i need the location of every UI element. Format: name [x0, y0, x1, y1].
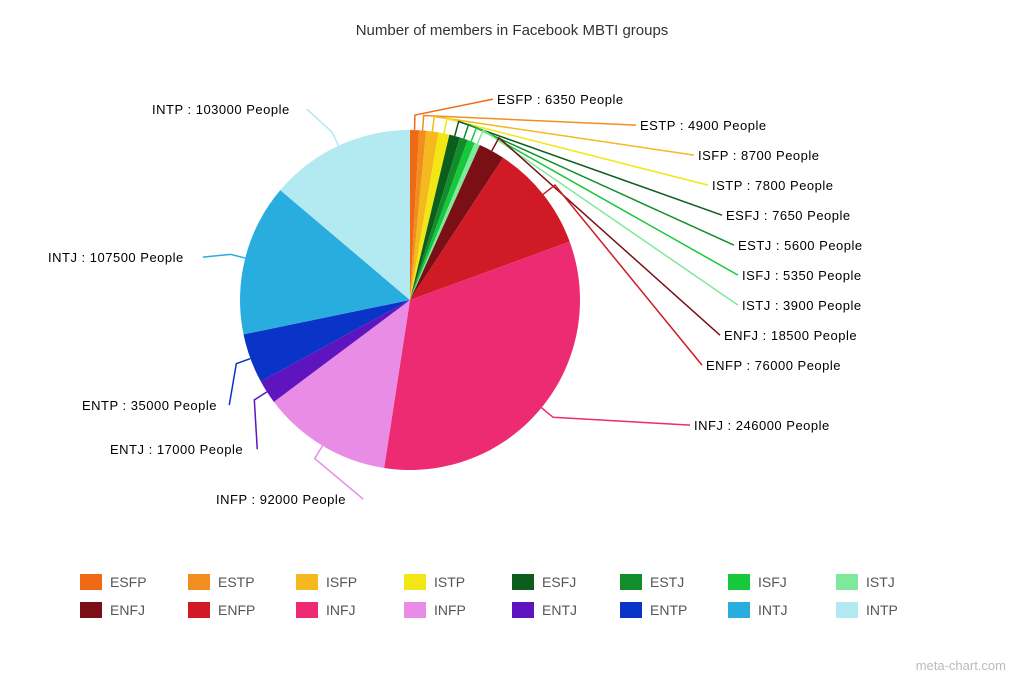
leader-esfp [415, 99, 493, 130]
legend-item-esfj: ESFJ [512, 574, 620, 590]
legend-swatch-infj [296, 602, 318, 618]
legend-swatch-intj [728, 602, 750, 618]
legend-label-intp: INTP [866, 602, 898, 618]
legend-item-entp: ENTP [620, 602, 728, 618]
leader-intp [307, 109, 339, 146]
legend-swatch-esfj [512, 574, 534, 590]
legend-label-esfj: ESFJ [542, 574, 576, 590]
slice-label-entp: ENTP : 35000 People [82, 398, 217, 413]
slice-label-isfj: ISFJ : 5350 People [742, 268, 862, 283]
legend-label-enfp: ENFP [218, 602, 255, 618]
slice-label-esfj: ESFJ : 7650 People [726, 208, 851, 223]
leader-estp [423, 116, 636, 131]
legend-label-isfp: ISFP [326, 574, 357, 590]
legend-item-isfj: ISFJ [728, 574, 836, 590]
watermark: meta-chart.com [916, 658, 1006, 673]
legend-item-infj: INFJ [296, 602, 404, 618]
legend-swatch-istp [404, 574, 426, 590]
legend-item-enfj: ENFJ [80, 602, 188, 618]
slice-label-infp: INFP : 92000 People [216, 492, 346, 507]
legend-item-esfp: ESFP [80, 574, 188, 590]
slice-label-istp: ISTP : 7800 People [712, 178, 834, 193]
legend-item-intp: INTP [836, 602, 944, 618]
slice-label-entj: ENTJ : 17000 People [110, 442, 243, 457]
legend-swatch-intp [836, 602, 858, 618]
legend-item-estp: ESTP [188, 574, 296, 590]
legend-label-infj: INFJ [326, 602, 356, 618]
leader-entj [254, 392, 267, 449]
legend-swatch-esfp [80, 574, 102, 590]
legend-label-entj: ENTJ [542, 602, 577, 618]
legend-item-enfp: ENFP [188, 602, 296, 618]
slice-label-istj: ISTJ : 3900 People [742, 298, 862, 313]
slice-label-intp: INTP : 103000 People [152, 102, 290, 117]
legend-label-estj: ESTJ [650, 574, 684, 590]
slice-label-intj: INTJ : 107500 People [48, 250, 184, 265]
legend-swatch-isfp [296, 574, 318, 590]
legend-swatch-infp [404, 602, 426, 618]
legend-label-infp: INFP [434, 602, 466, 618]
legend-item-entj: ENTJ [512, 602, 620, 618]
legend-item-istp: ISTP [404, 574, 512, 590]
legend-item-infp: INFP [404, 602, 512, 618]
leader-entp [229, 359, 250, 406]
slice-label-estj: ESTJ : 5600 People [738, 238, 863, 253]
slice-label-enfp: ENFP : 76000 People [706, 358, 841, 373]
leader-infj [541, 408, 690, 425]
pie-chart [0, 0, 1024, 560]
slice-label-estp: ESTP : 4900 People [640, 118, 767, 133]
slice-label-infj: INFJ : 246000 People [694, 418, 830, 433]
legend-label-istp: ISTP [434, 574, 465, 590]
legend-item-isfp: ISFP [296, 574, 404, 590]
legend-swatch-istj [836, 574, 858, 590]
slice-label-esfp: ESFP : 6350 People [497, 92, 624, 107]
legend-label-intj: INTJ [758, 602, 788, 618]
legend: ESFP ESTP ISFP ISTP ESFJ ESTJ ISFJ ISTJ ENFJ ENFP… [80, 574, 944, 618]
legend-swatch-entp [620, 602, 642, 618]
legend-swatch-entj [512, 602, 534, 618]
legend-item-istj: ISTJ [836, 574, 944, 590]
leader-intj [203, 254, 245, 258]
legend-label-enfj: ENFJ [110, 602, 145, 618]
legend-item-intj: INTJ [728, 602, 836, 618]
legend-label-estp: ESTP [218, 574, 255, 590]
legend-swatch-estp [188, 574, 210, 590]
legend-swatch-enfj [80, 602, 102, 618]
legend-swatch-enfp [188, 602, 210, 618]
legend-swatch-estj [620, 574, 642, 590]
legend-swatch-isfj [728, 574, 750, 590]
slice-label-isfp: ISFP : 8700 People [698, 148, 820, 163]
legend-label-esfp: ESFP [110, 574, 147, 590]
slice-label-enfj: ENFJ : 18500 People [724, 328, 857, 343]
legend-label-istj: ISTJ [866, 574, 895, 590]
legend-item-estj: ESTJ [620, 574, 728, 590]
legend-label-isfj: ISFJ [758, 574, 787, 590]
legend-label-entp: ENTP [650, 602, 687, 618]
